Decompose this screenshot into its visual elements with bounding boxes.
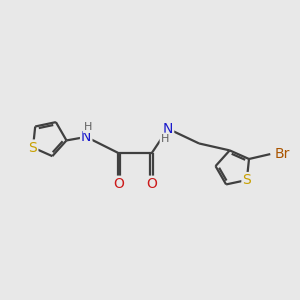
Text: S: S — [242, 173, 251, 187]
Text: N: N — [81, 130, 92, 144]
Text: H: H — [84, 122, 92, 132]
Text: N: N — [163, 122, 173, 136]
Text: H: H — [160, 134, 169, 143]
Text: O: O — [146, 177, 157, 191]
Text: S: S — [28, 140, 38, 154]
Text: Br: Br — [274, 147, 289, 161]
Text: O: O — [113, 177, 124, 191]
